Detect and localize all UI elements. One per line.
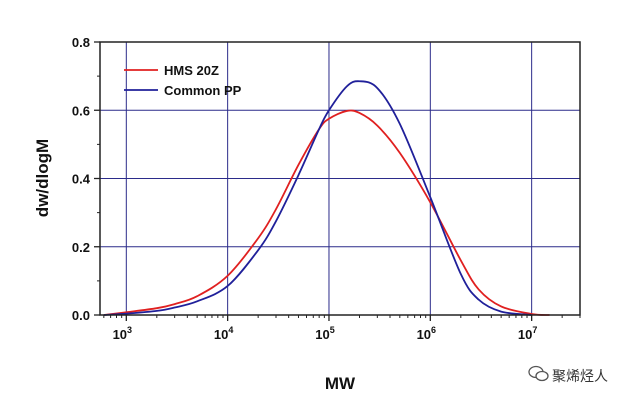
x-tick-label-base: 10	[214, 327, 228, 342]
series-group	[103, 80, 550, 316]
x-tick-label: 106	[417, 325, 436, 342]
x-tick-label: 105	[315, 325, 334, 342]
x-tick-label-exponent: 5	[330, 325, 335, 335]
legend-label-hms-20z: HMS 20Z	[164, 63, 219, 78]
series-line-common-pp	[103, 80, 532, 316]
watermark-text: 聚烯烃人	[552, 369, 608, 385]
series-line-hms-20z	[103, 109, 550, 316]
x-tick-label: 107	[518, 325, 537, 342]
legend-label-common-pp: Common PP	[164, 83, 242, 98]
watermark: 聚烯烃人	[528, 365, 608, 385]
wechat-icon	[528, 365, 549, 382]
y-tick-label: 0.8	[72, 35, 90, 50]
y-tick-label: 0.0	[72, 308, 90, 323]
x-tick-label-base: 10	[518, 327, 532, 342]
x-tick-label-exponent: 3	[127, 325, 132, 335]
x-tick-label-base: 10	[315, 327, 329, 342]
x-tick-label: 103	[113, 325, 132, 342]
y-tick-label: 0.4	[72, 172, 91, 187]
x-tick-label-exponent: 7	[532, 325, 537, 335]
x-tick-label-exponent: 6	[431, 325, 436, 335]
y-axis-label: dw/dlogM	[33, 139, 52, 217]
y-tick-label: 0.6	[72, 103, 90, 118]
y-tick-label: 0.2	[72, 240, 90, 255]
x-axis-label: MW	[325, 374, 356, 393]
legend: HMS 20Z Common PP	[124, 63, 242, 98]
x-tick-label-base: 10	[417, 327, 431, 342]
x-tick-label: 104	[214, 325, 233, 342]
x-tick-label-base: 10	[113, 327, 127, 342]
grid	[100, 42, 580, 315]
x-tick-label-exponent: 4	[228, 325, 233, 335]
